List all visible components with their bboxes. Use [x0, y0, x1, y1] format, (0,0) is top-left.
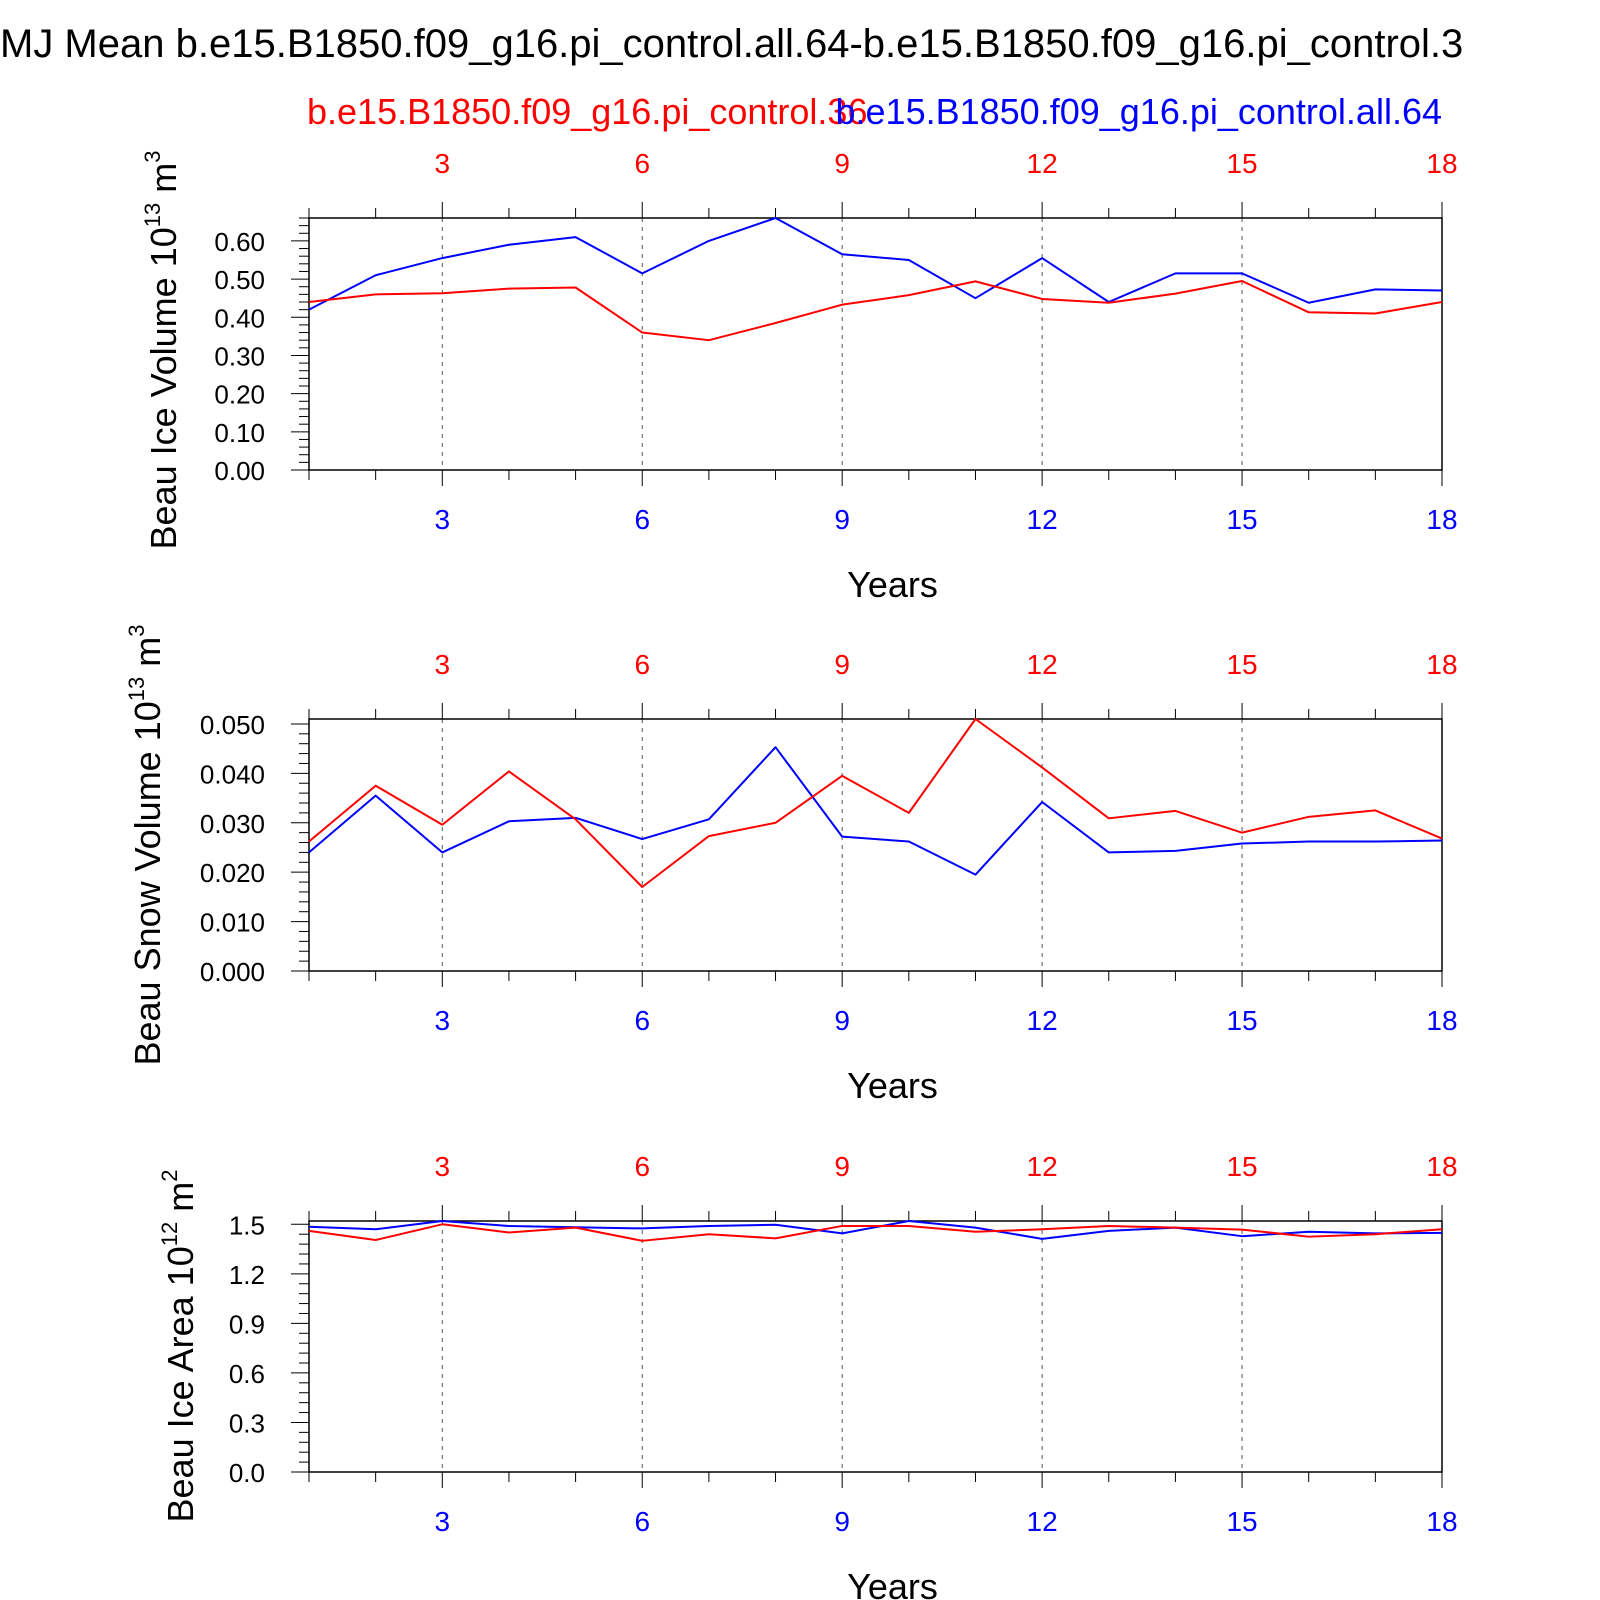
legend-blue-label: b.e15.B1850.f09_g16.pi_control.all.64	[836, 91, 1442, 132]
y-tick-label: 1.5	[229, 1210, 265, 1240]
y-axis-label: Beau Ice Volume 1013 m3	[140, 151, 184, 550]
series-line-1	[308, 1220, 1443, 1240]
y-tick-label: 0.020	[200, 858, 265, 888]
series-line-1	[308, 746, 1443, 876]
y-tick-label: 0.050	[200, 710, 265, 740]
y-tick-label: 0.010	[200, 908, 265, 938]
x-tick-label-top: 15	[1226, 1151, 1257, 1182]
x-axis-label: Years	[847, 1065, 938, 1106]
y-tick-label: 0.6	[229, 1359, 265, 1389]
x-tick-label-bottom: 18	[1426, 504, 1457, 535]
plot-frame	[308, 718, 1443, 972]
y-tick-label: 0.20	[214, 380, 265, 410]
x-tick-label-top: 6	[634, 649, 650, 680]
x-tick-label-bottom: 12	[1027, 1506, 1058, 1537]
x-tick-label-bottom: 9	[834, 504, 850, 535]
x-tick-label-bottom: 9	[834, 1005, 850, 1036]
panels: 3 3 6 6 9 9 12 12 15 15 18 18 Years 0.00 0.10 0.20 0.30 0…	[124, 148, 1458, 1600]
x-tick-label-bottom: 18	[1426, 1005, 1457, 1036]
x-tick-label-top: 18	[1426, 649, 1457, 680]
y-tick-label: 0.30	[214, 341, 265, 371]
x-tick-label-bottom: 9	[834, 1506, 850, 1537]
x-tick-label-top: 3	[435, 1151, 451, 1182]
x-tick-label-bottom: 6	[634, 1005, 650, 1036]
series-line-2	[308, 1223, 1443, 1242]
x-tick-label-top: 6	[634, 148, 650, 179]
x-tick-label-top: 15	[1226, 148, 1257, 179]
y-tick-label: 0.030	[200, 809, 265, 839]
y-tick-label: 0.9	[229, 1309, 265, 1339]
x-axis-label: Years	[847, 1566, 938, 1600]
panel-1: 3 3 6 6 9 9 12 12 15 15 18 18 Years 0.00 0.10 0.20 0.30 0…	[140, 148, 1458, 605]
y-tick-label: 0.0	[229, 1458, 265, 1488]
plot-frame	[308, 217, 1443, 471]
x-tick-label-bottom: 15	[1226, 1506, 1257, 1537]
x-tick-label-top: 9	[834, 1151, 850, 1182]
x-tick-label-bottom: 15	[1226, 504, 1257, 535]
x-tick-label-bottom: 12	[1027, 504, 1058, 535]
y-axis-label: Beau Snow Volume 1013 m3	[124, 625, 168, 1066]
x-tick-label-bottom: 12	[1027, 1005, 1058, 1036]
x-tick-label-top: 18	[1426, 1151, 1457, 1182]
x-tick-label-bottom: 3	[435, 1005, 451, 1036]
y-tick-label: 0.50	[214, 265, 265, 295]
y-axis-label: Beau Ice Area 1012 m2	[157, 1170, 201, 1523]
figure-title: MJ Mean b.e15.B1850.f09_g16.pi_control.a…	[0, 22, 1463, 66]
x-tick-label-top: 6	[634, 1151, 650, 1182]
y-tick-label: 1.2	[229, 1260, 265, 1290]
y-tick-label: 0.10	[214, 418, 265, 448]
y-tick-label: 0.3	[229, 1408, 265, 1438]
x-tick-label-top: 3	[435, 649, 451, 680]
y-tick-label: 0.000	[200, 957, 265, 987]
series-line-2	[308, 718, 1443, 888]
x-tick-label-top: 3	[435, 148, 451, 179]
x-tick-label-top: 15	[1226, 649, 1257, 680]
series-line-1	[308, 217, 1443, 311]
x-tick-label-top: 12	[1027, 148, 1058, 179]
y-tick-label: 0.040	[200, 759, 265, 789]
x-tick-label-top: 12	[1027, 1151, 1058, 1182]
x-tick-label-bottom: 6	[634, 504, 650, 535]
panel-3: 3 3 6 6 9 9 12 12 15 15 18 18 Years 0.0 0.3 0.6 0.9 1.2 1.…	[157, 1151, 1458, 1600]
x-tick-label-bottom: 6	[634, 1506, 650, 1537]
y-tick-label: 0.00	[214, 456, 265, 486]
x-tick-label-bottom: 3	[435, 504, 451, 535]
series-line-2	[308, 280, 1443, 342]
x-tick-label-bottom: 3	[435, 1506, 451, 1537]
x-tick-label-top: 12	[1027, 649, 1058, 680]
plot-frame	[308, 1220, 1443, 1473]
x-tick-label-top: 9	[834, 148, 850, 179]
y-tick-label: 0.60	[214, 227, 265, 257]
x-tick-label-top: 9	[834, 649, 850, 680]
x-axis-label: Years	[847, 564, 938, 605]
x-tick-label-top: 18	[1426, 148, 1457, 179]
y-tick-label: 0.40	[214, 303, 265, 333]
legend-red-label: b.e15.B1850.f09_g16.pi_control.36	[307, 91, 867, 132]
x-tick-label-bottom: 15	[1226, 1005, 1257, 1036]
x-tick-label-bottom: 18	[1426, 1506, 1457, 1537]
panel-2: 3 3 6 6 9 9 12 12 15 15 18 18 Years 0.000 0.010 0.020 0.…	[124, 625, 1458, 1107]
